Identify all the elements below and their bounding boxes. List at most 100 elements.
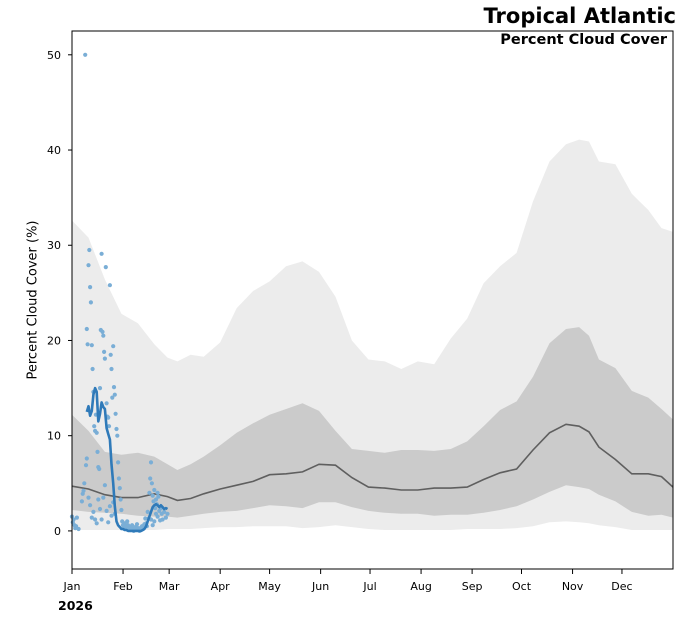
observed-point — [74, 524, 79, 529]
observed-point — [84, 326, 89, 332]
observed-point — [106, 415, 111, 420]
observed-point — [111, 385, 117, 390]
observed-point — [119, 507, 124, 513]
observed-point — [89, 343, 94, 348]
observed-point — [145, 509, 150, 514]
observed-point — [111, 344, 116, 349]
observed-point — [112, 392, 117, 397]
observed-point — [106, 520, 111, 525]
observed-point — [152, 487, 157, 493]
observed-point — [107, 283, 112, 288]
observed-point — [74, 515, 79, 520]
observed-point — [89, 515, 94, 520]
observed-point — [103, 265, 108, 270]
observed-point — [116, 460, 121, 465]
observed-point — [81, 488, 86, 493]
observed-point — [160, 517, 165, 522]
observed-point — [82, 481, 87, 486]
observed-point — [101, 495, 106, 500]
x-tick-label: May — [258, 580, 281, 593]
observed-point — [85, 342, 90, 347]
observed-point — [113, 411, 118, 416]
x-tick-label: Sep — [462, 580, 483, 593]
observed-point — [102, 349, 107, 354]
x-tick-label: Jun — [311, 580, 329, 593]
observed-point — [100, 329, 105, 334]
observed-point — [94, 430, 99, 435]
observed-point — [134, 522, 140, 527]
observed-point — [156, 494, 161, 499]
observed-point — [71, 517, 76, 522]
observed-point — [147, 490, 152, 495]
observed-point — [117, 486, 122, 491]
observed-point — [91, 509, 96, 514]
observed-point — [101, 333, 106, 338]
observed-point — [90, 366, 95, 372]
x-tick-label: Mar — [159, 580, 180, 593]
observed-point — [155, 514, 160, 519]
observed-point — [116, 476, 121, 481]
observed-point — [88, 503, 93, 508]
observed-point — [96, 497, 101, 502]
observed-point — [150, 523, 155, 528]
observed-point — [83, 463, 89, 468]
observed-point — [79, 499, 84, 504]
y-tick-label: 20 — [47, 334, 61, 347]
observed-point — [93, 517, 98, 522]
chart-title: Tropical Atlantic — [483, 4, 676, 28]
observed-point — [86, 495, 91, 500]
observed-point — [143, 516, 148, 521]
observed-series — [69, 52, 170, 534]
observed-point — [163, 515, 168, 520]
observed-point — [155, 490, 160, 495]
plot-frame — [71, 30, 674, 570]
observed-point — [130, 523, 135, 528]
observed-point — [115, 433, 120, 438]
x-tick-label: Oct — [512, 580, 532, 593]
observed-point — [102, 356, 107, 361]
observed-point — [92, 424, 97, 429]
x-tick-label: Nov — [562, 580, 584, 593]
observed-point — [99, 251, 104, 256]
observed-point — [86, 263, 91, 268]
observed-point — [109, 513, 114, 518]
observed-point — [83, 52, 88, 57]
observed-point — [94, 521, 99, 526]
axes: 0 10 20 30 40 50 Jan Feb Mar Apr May Jun Jul Aug Sep Oc… — [47, 30, 674, 593]
x-tick-label: Jan — [63, 580, 81, 593]
observed-point — [97, 386, 103, 391]
observed-point — [148, 476, 153, 481]
observed-point — [150, 493, 155, 498]
observed-point — [107, 504, 112, 509]
observed-point — [125, 519, 130, 524]
observed-point — [152, 519, 157, 524]
median-line — [71, 423, 674, 502]
observed-point — [88, 285, 93, 290]
observed-point — [76, 526, 81, 532]
y-tick-label: 30 — [47, 239, 61, 252]
observed-point — [118, 497, 123, 502]
observed-point — [149, 481, 154, 486]
observed-point — [153, 497, 159, 502]
observed-point — [102, 483, 107, 488]
interquartile-band — [72, 327, 673, 518]
observed-point — [162, 509, 167, 514]
observed-point — [88, 300, 93, 305]
y-tick-label: 10 — [47, 430, 61, 443]
observed-point — [148, 460, 154, 465]
x-tick-label: Aug — [410, 580, 431, 593]
observed-point — [108, 352, 113, 357]
observed-point — [114, 426, 119, 432]
observed-point — [106, 424, 112, 429]
chart-subtitle: Percent Cloud Cover — [500, 32, 667, 48]
observed-point — [97, 506, 103, 512]
observed-point — [109, 366, 114, 372]
y-axis-label: Percent Cloud Cover (%) — [25, 220, 41, 380]
observed-point — [104, 401, 109, 406]
observed-point — [87, 247, 92, 253]
observed-point — [84, 456, 89, 461]
y-tick-label: 0 — [54, 525, 61, 538]
x-tick-label: Apr — [211, 580, 231, 593]
observed-point — [165, 511, 170, 516]
